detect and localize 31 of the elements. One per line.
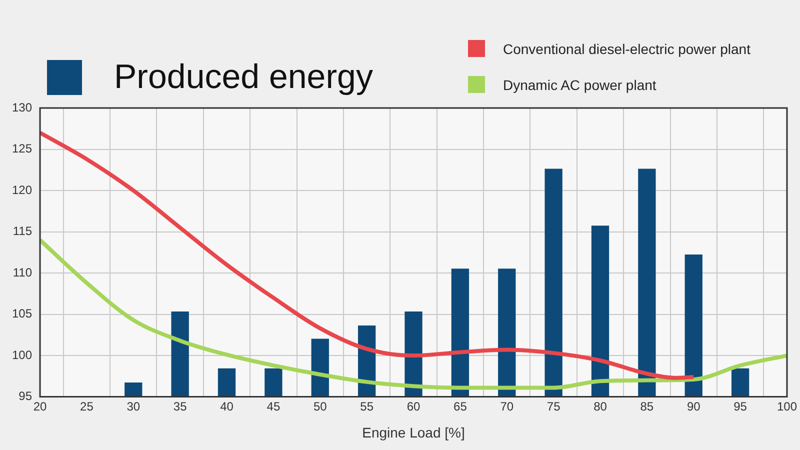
line-series [40,130,696,380]
x-tick-label: 75 [546,399,561,414]
y-tick-label: 95 [18,389,32,404]
x-tick-label: 90 [686,399,701,414]
y-tick-label: 100 [12,348,32,362]
x-tick-label: 25 [80,399,94,414]
y-tick-label: 105 [12,306,32,321]
x-axis-title: Engine Load [%] [362,424,465,440]
legend-label: Conventional diesel-electric power plant [503,40,750,56]
x-tick-label: 85 [640,399,654,414]
x-tick-label: 100 [776,399,798,414]
x-tick-label: 45 [266,399,280,414]
legend-label: Produced energy [114,58,373,97]
x-tick-label: 60 [406,399,420,414]
y-tick-label: 125 [12,142,32,156]
x-tick-label: 70 [500,399,514,414]
y-tick-label: 120 [12,182,32,197]
x-tick-label: 65 [454,399,468,414]
x-tick-label: 40 [220,399,234,414]
x-tick-label: 55 [360,399,374,414]
y-tick-label: 110 [12,265,32,280]
x-tick-label: 20 [33,399,48,414]
x-tick-label: 35 [173,399,188,414]
x-tick-label: 80 [594,399,608,414]
x-tick-label: 30 [126,399,140,414]
line-series [40,238,787,390]
y-tick-label: 115 [12,224,32,238]
x-tick-label: 50 [313,399,328,414]
legend-label: Dynamic AC power plant [503,76,656,92]
y-tick-label: 130 [12,100,32,114]
x-tick-label: 95 [734,399,748,414]
